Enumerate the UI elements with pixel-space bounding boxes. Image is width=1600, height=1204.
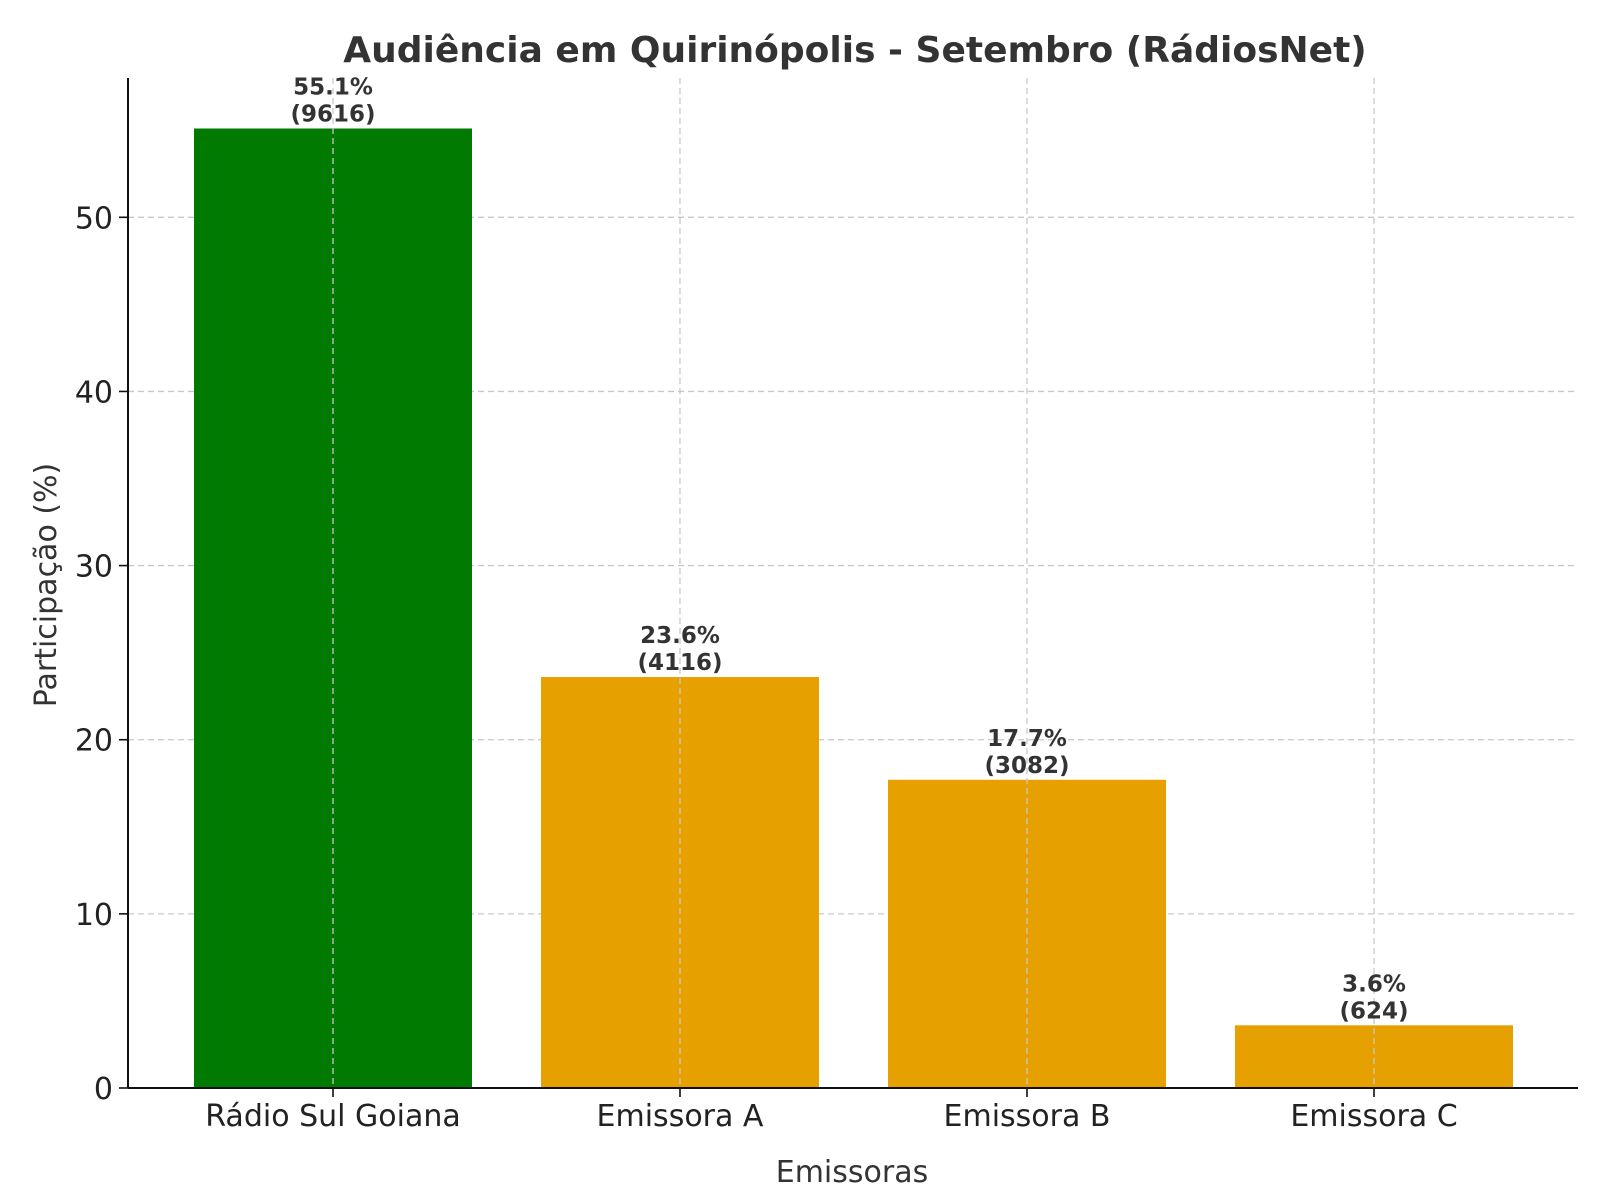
label-layer: 55.1%(9616) 23.6%(4116) 17.7%(3082) 3.6%(62… (290, 75, 1408, 1025)
y-axis-title: Participação (%) (29, 463, 64, 708)
x-tick-label: Rádio Sul Goiana (205, 1099, 460, 1134)
chart-title: Audiência em Quirinópolis - Setembro (Rá… (343, 30, 1366, 71)
bar (1235, 1025, 1513, 1088)
y-tick-label: 30 (75, 550, 113, 585)
y-tick-label: 40 (75, 375, 113, 410)
data-label-percent: 23.6% (640, 623, 720, 649)
y-tick-label: 50 (75, 201, 113, 236)
x-tick-label: Emissora A (597, 1099, 764, 1134)
data-label-count: (9616) (290, 102, 375, 128)
axis-layer: 0 10 20 30 40 50 Rádio Sul Goiana Emissora A Emi… (75, 78, 1578, 1134)
data-label-percent: 55.1% (293, 75, 373, 101)
data-label-count: (3082) (984, 753, 1069, 779)
x-tick-label: Emissora C (1290, 1099, 1457, 1134)
data-label-count: (624) (1339, 998, 1408, 1024)
x-tick-label: Emissora B (944, 1099, 1111, 1134)
bar-layer (194, 128, 1513, 1088)
vertical-grid-layer (332, 78, 1375, 1088)
y-tick-label: 0 (94, 1072, 113, 1107)
x-axis-title: Emissoras (776, 1155, 928, 1190)
data-label-count: (4116) (637, 650, 722, 676)
y-tick-label: 20 (75, 724, 113, 759)
y-tick-label: 10 (75, 898, 113, 933)
data-label-percent: 3.6% (1342, 971, 1406, 997)
data-label-percent: 17.7% (987, 726, 1067, 752)
